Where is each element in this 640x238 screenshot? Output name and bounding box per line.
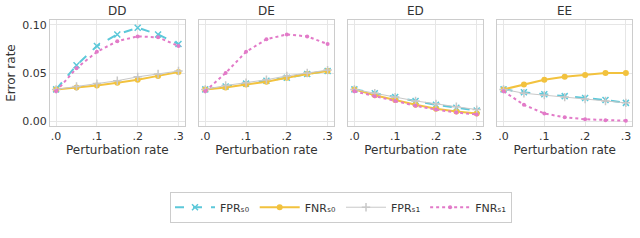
svg-text:Error rate: Error rate — [4, 44, 18, 101]
svg-text:FNRₛ₁: FNRₛ₁ — [475, 202, 506, 215]
svg-text:Perturbation rate: Perturbation rate — [513, 143, 616, 157]
svg-text:.1: .1 — [92, 130, 103, 143]
svg-text:.2: .2 — [132, 130, 143, 143]
svg-text:.3: .3 — [173, 130, 184, 143]
svg-text:.1: .1 — [390, 130, 401, 143]
svg-text:FPRₛ₀: FPRₛ₀ — [220, 202, 250, 215]
svg-text:.3: .3 — [322, 130, 333, 143]
svg-text:EE: EE — [557, 4, 572, 18]
svg-text:DD: DD — [108, 4, 126, 18]
svg-text:.1: .1 — [241, 130, 252, 143]
svg-text:0.05: 0.05 — [22, 67, 47, 80]
svg-text:ED: ED — [407, 4, 424, 18]
svg-text:.3: .3 — [621, 130, 632, 143]
svg-text:.0: .0 — [51, 130, 62, 143]
svg-text:.2: .2 — [580, 130, 591, 143]
svg-text:FNRₛ₀: FNRₛ₀ — [305, 202, 336, 215]
svg-text:0.00: 0.00 — [22, 115, 47, 128]
svg-text:.2: .2 — [282, 130, 293, 143]
svg-text:.0: .0 — [349, 130, 360, 143]
svg-text:.2: .2 — [431, 130, 442, 143]
svg-text:DE: DE — [258, 4, 275, 18]
svg-text:.3: .3 — [471, 130, 482, 143]
svg-text:.0: .0 — [498, 130, 509, 143]
svg-text:Perturbation rate: Perturbation rate — [364, 143, 467, 157]
svg-text:.1: .1 — [539, 130, 550, 143]
svg-text:.0: .0 — [200, 130, 211, 143]
svg-text:Perturbation rate: Perturbation rate — [215, 143, 318, 157]
svg-text:0.10: 0.10 — [22, 19, 47, 32]
svg-text:FPRₛ₁: FPRₛ₁ — [391, 202, 420, 215]
svg-text:Perturbation rate: Perturbation rate — [66, 143, 169, 157]
